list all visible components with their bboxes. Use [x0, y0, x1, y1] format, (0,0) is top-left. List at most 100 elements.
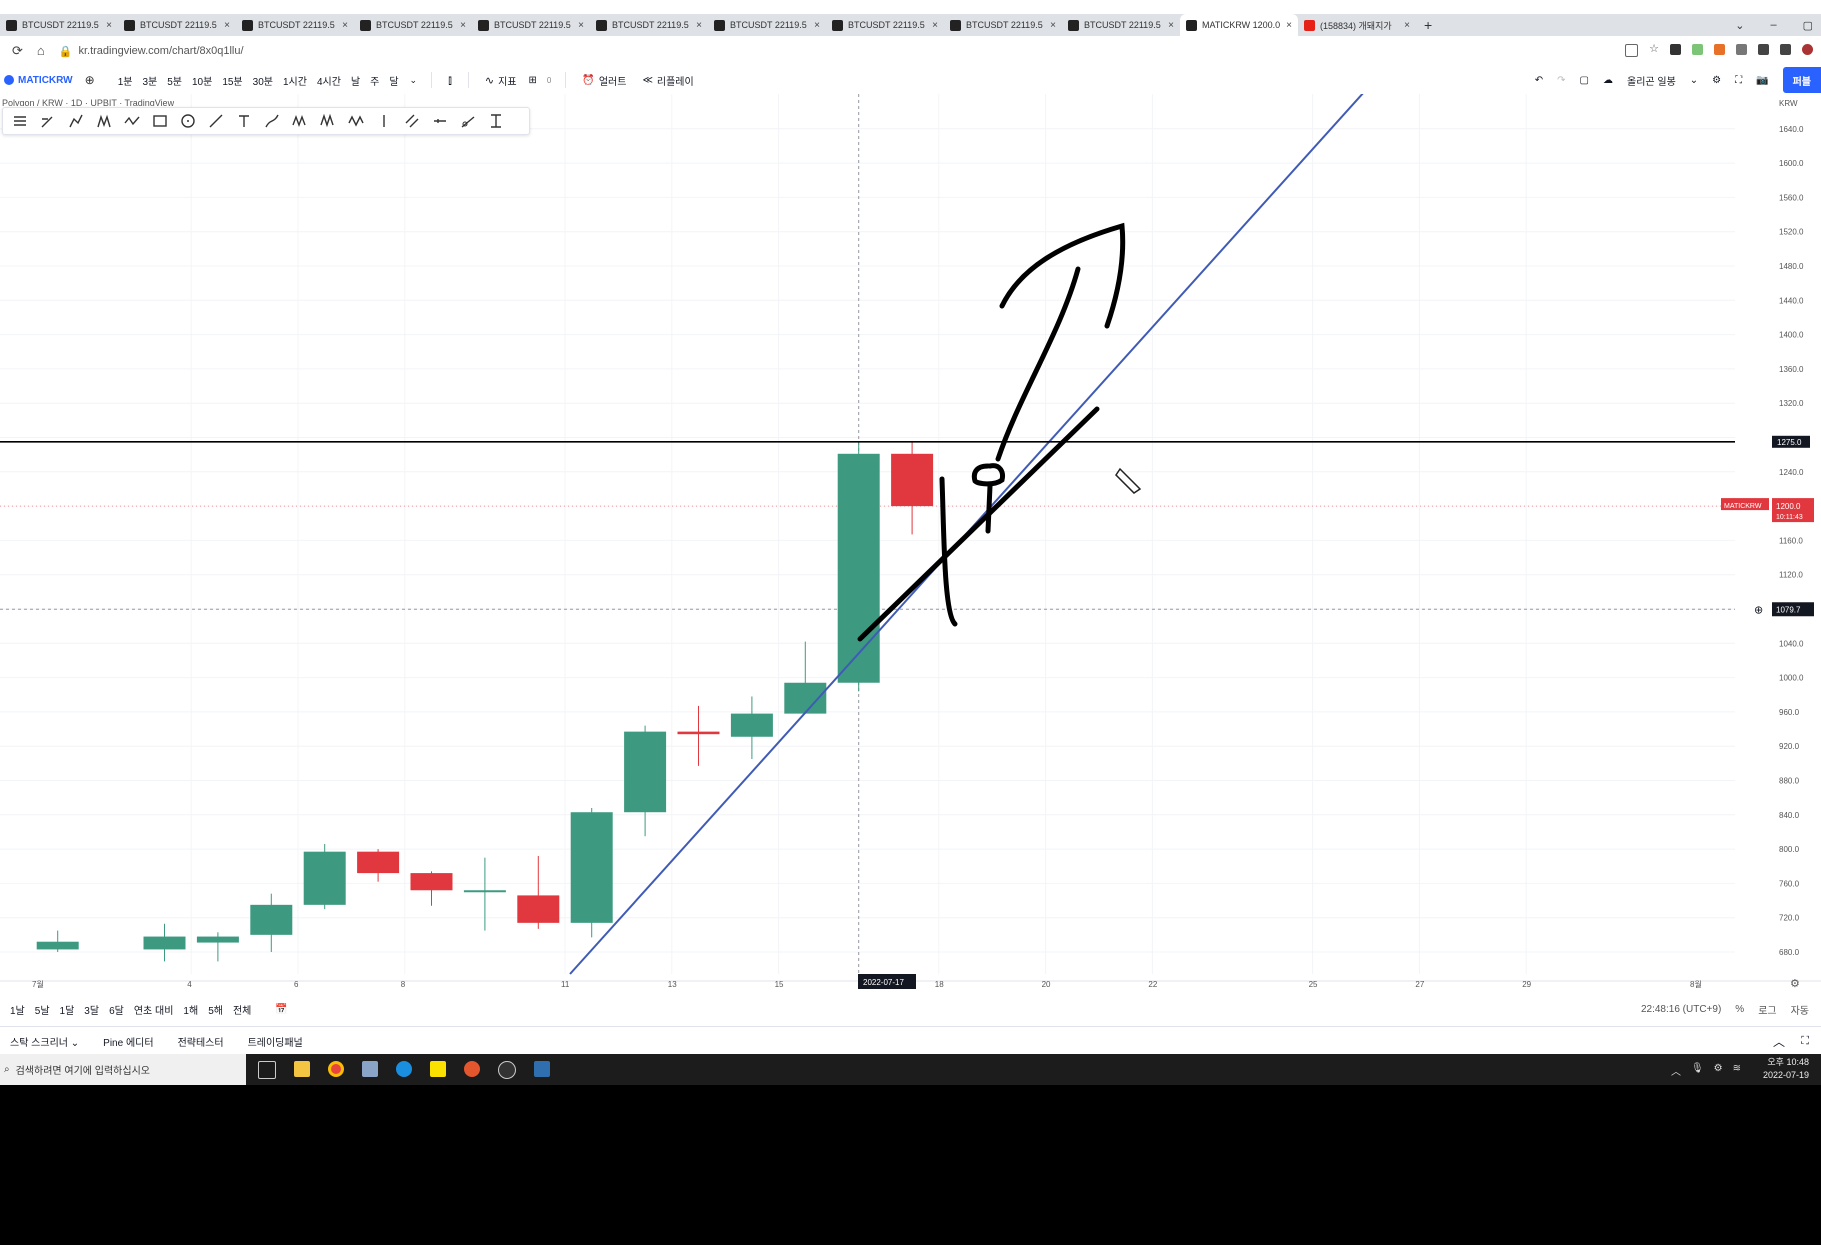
- close-icon[interactable]: ×: [106, 19, 112, 31]
- rectangle-icon[interactable]: [151, 112, 169, 130]
- candle-body[interactable]: [784, 682, 827, 714]
- layout-icon[interactable]: ▢: [1579, 74, 1589, 86]
- share-icon[interactable]: [1625, 44, 1639, 57]
- range-all[interactable]: 전체: [232, 1005, 252, 1017]
- range-5d[interactable]: 5날: [34, 1005, 50, 1017]
- candle-body[interactable]: [250, 904, 293, 935]
- path-icon[interactable]: [67, 112, 85, 130]
- close-icon[interactable]: ×: [1404, 19, 1410, 31]
- kakaotalk-icon[interactable]: [430, 1060, 446, 1077]
- range-ytd[interactable]: 연초 대비: [133, 1005, 174, 1017]
- candle-body[interactable]: [410, 873, 453, 891]
- wave-icon[interactable]: [347, 112, 365, 130]
- chevron-down-icon[interactable]: ⌄: [1735, 19, 1745, 32]
- candle-body[interactable]: [303, 851, 346, 905]
- candle-body[interactable]: [517, 895, 560, 923]
- elliott-icon[interactable]: [319, 112, 337, 130]
- candle-body[interactable]: [143, 936, 186, 950]
- polyline-icon[interactable]: [123, 112, 141, 130]
- candle-body[interactable]: [570, 812, 613, 923]
- app-icon[interactable]: [534, 1060, 550, 1077]
- circle-icon[interactable]: [179, 112, 197, 130]
- chart-area[interactable]: Polygon / KRW · 1D · UPBIT · TradingView…: [0, 94, 1821, 990]
- extension-icon[interactable]: [1692, 44, 1703, 55]
- ray-icon[interactable]: [459, 112, 477, 130]
- fullscreen-icon[interactable]: ⛶: [1735, 74, 1743, 86]
- browser-tab[interactable]: BTCUSDT 22119.5 ▼ ×: [354, 14, 472, 36]
- browser-tab[interactable]: (158834) 개돼지가 ×: [1298, 14, 1416, 36]
- star-icon[interactable]: ☆: [1649, 43, 1659, 55]
- tab-trading-panel[interactable]: 트레이딩패널: [247, 1037, 303, 1049]
- browser-tab[interactable]: BTCUSDT 22119.5 ▼ ×: [826, 14, 944, 36]
- browser-tab[interactable]: BTCUSDT 22119.5 ▼ ×: [472, 14, 590, 36]
- range-1d[interactable]: 1날: [10, 1005, 25, 1017]
- camera-icon[interactable]: 📷: [1756, 74, 1769, 86]
- interval-1m[interactable]: 1분: [117, 76, 133, 88]
- auto-toggle[interactable]: 자동: [1790, 1005, 1809, 1017]
- interval-day[interactable]: 날: [350, 76, 361, 88]
- browser-tab[interactable]: BTCUSDT 22119.5 ▼ ×: [590, 14, 708, 36]
- sidepanel-icon[interactable]: [1780, 44, 1791, 55]
- interval-30m[interactable]: 30분: [252, 76, 273, 88]
- range-5y[interactable]: 5해: [208, 1005, 223, 1017]
- candle-style-icon[interactable]: ⫾: [448, 72, 452, 87]
- edge-icon[interactable]: [396, 1060, 412, 1077]
- interval-3m[interactable]: 3분: [142, 76, 158, 88]
- chrome-icon[interactable]: [328, 1060, 344, 1077]
- alert-button[interactable]: ⏰ 얼러트: [582, 74, 627, 88]
- close-icon[interactable]: ×: [342, 19, 348, 31]
- microphone-icon[interactable]: 🎙: [1690, 1063, 1704, 1074]
- candle-body[interactable]: [730, 713, 773, 737]
- price-axis[interactable]: [1735, 94, 1821, 984]
- line-style-icon[interactable]: [11, 112, 29, 130]
- file-explorer-icon[interactable]: [294, 1060, 310, 1077]
- close-icon[interactable]: ×: [1168, 19, 1174, 31]
- task-view-icon[interactable]: [258, 1060, 276, 1079]
- taskbar-clock[interactable]: 오후 10:48 2022-07-19: [1762, 1057, 1809, 1080]
- close-icon[interactable]: ×: [460, 19, 466, 31]
- candle-body[interactable]: [677, 731, 720, 735]
- extension-icon[interactable]: [1714, 44, 1725, 55]
- publish-button[interactable]: 퍼블: [1782, 67, 1821, 93]
- url-field[interactable]: 🔒 kr.tradingview.com/chart/8x0q1llu/: [59, 45, 244, 58]
- log-toggle[interactable]: 로그: [1758, 1005, 1777, 1017]
- chevron-down-icon[interactable]: ⌄: [409, 74, 418, 85]
- pen-icon[interactable]: [39, 112, 57, 130]
- symbol-search[interactable]: MATICKRW: [4, 75, 73, 86]
- browser-tab[interactable]: BTCUSDT 22119.5 ▼ ×: [944, 14, 1062, 36]
- collapse-icon[interactable]: ︿: [1772, 1034, 1785, 1049]
- close-icon[interactable]: ×: [696, 19, 702, 31]
- minimize-icon[interactable]: –: [1770, 19, 1777, 31]
- tab-strategy-tester[interactable]: 전략테스터: [177, 1037, 224, 1049]
- candle-body[interactable]: [624, 731, 667, 813]
- range-3m[interactable]: 3달: [84, 1005, 100, 1017]
- price-range-icon[interactable]: [487, 112, 505, 130]
- media-player-icon[interactable]: [464, 1060, 480, 1077]
- range-6m[interactable]: 6달: [109, 1005, 124, 1017]
- price-chart[interactable]: KRW 1640.0 1600.0 1560.0 1520.0 1480.0 1440.0 1…: [0, 94, 1821, 994]
- puzzle-icon[interactable]: [1758, 44, 1769, 55]
- interval-15m[interactable]: 15분: [222, 76, 243, 88]
- redo-icon[interactable]: ↷: [1557, 74, 1566, 86]
- pattern-icon[interactable]: [95, 112, 113, 130]
- candle-body[interactable]: [837, 453, 880, 683]
- interval-month[interactable]: 달: [389, 76, 399, 88]
- home-icon[interactable]: ⌂: [36, 43, 45, 58]
- goto-date-icon[interactable]: 📅: [275, 1003, 288, 1015]
- timezone-label[interactable]: 22:48:16 (UTC+9): [1640, 1003, 1722, 1015]
- interval-4h[interactable]: 4시간: [316, 76, 341, 88]
- interval-10m[interactable]: 10분: [191, 76, 213, 88]
- close-icon[interactable]: ×: [1286, 19, 1292, 31]
- browser-tab[interactable]: BTCUSDT 22119.5 ▼ ×: [708, 14, 826, 36]
- wifi-icon[interactable]: ≋: [1732, 1063, 1741, 1074]
- layout-name[interactable]: 올리곤 일봉: [1627, 76, 1676, 88]
- percent-toggle[interactable]: %: [1735, 1003, 1745, 1015]
- horizontal-ray-icon[interactable]: [431, 112, 449, 130]
- close-icon[interactable]: ×: [1050, 19, 1056, 31]
- add-symbol-icon[interactable]: ⊕: [84, 73, 95, 87]
- extension-icon[interactable]: [1736, 44, 1747, 55]
- settings-icon[interactable]: ⚙: [1713, 1063, 1723, 1074]
- candle-body[interactable]: [36, 941, 79, 950]
- range-1y[interactable]: 1해: [183, 1005, 199, 1017]
- browser-tab-active[interactable]: MATICKRW 1200.0 ×: [1180, 14, 1298, 36]
